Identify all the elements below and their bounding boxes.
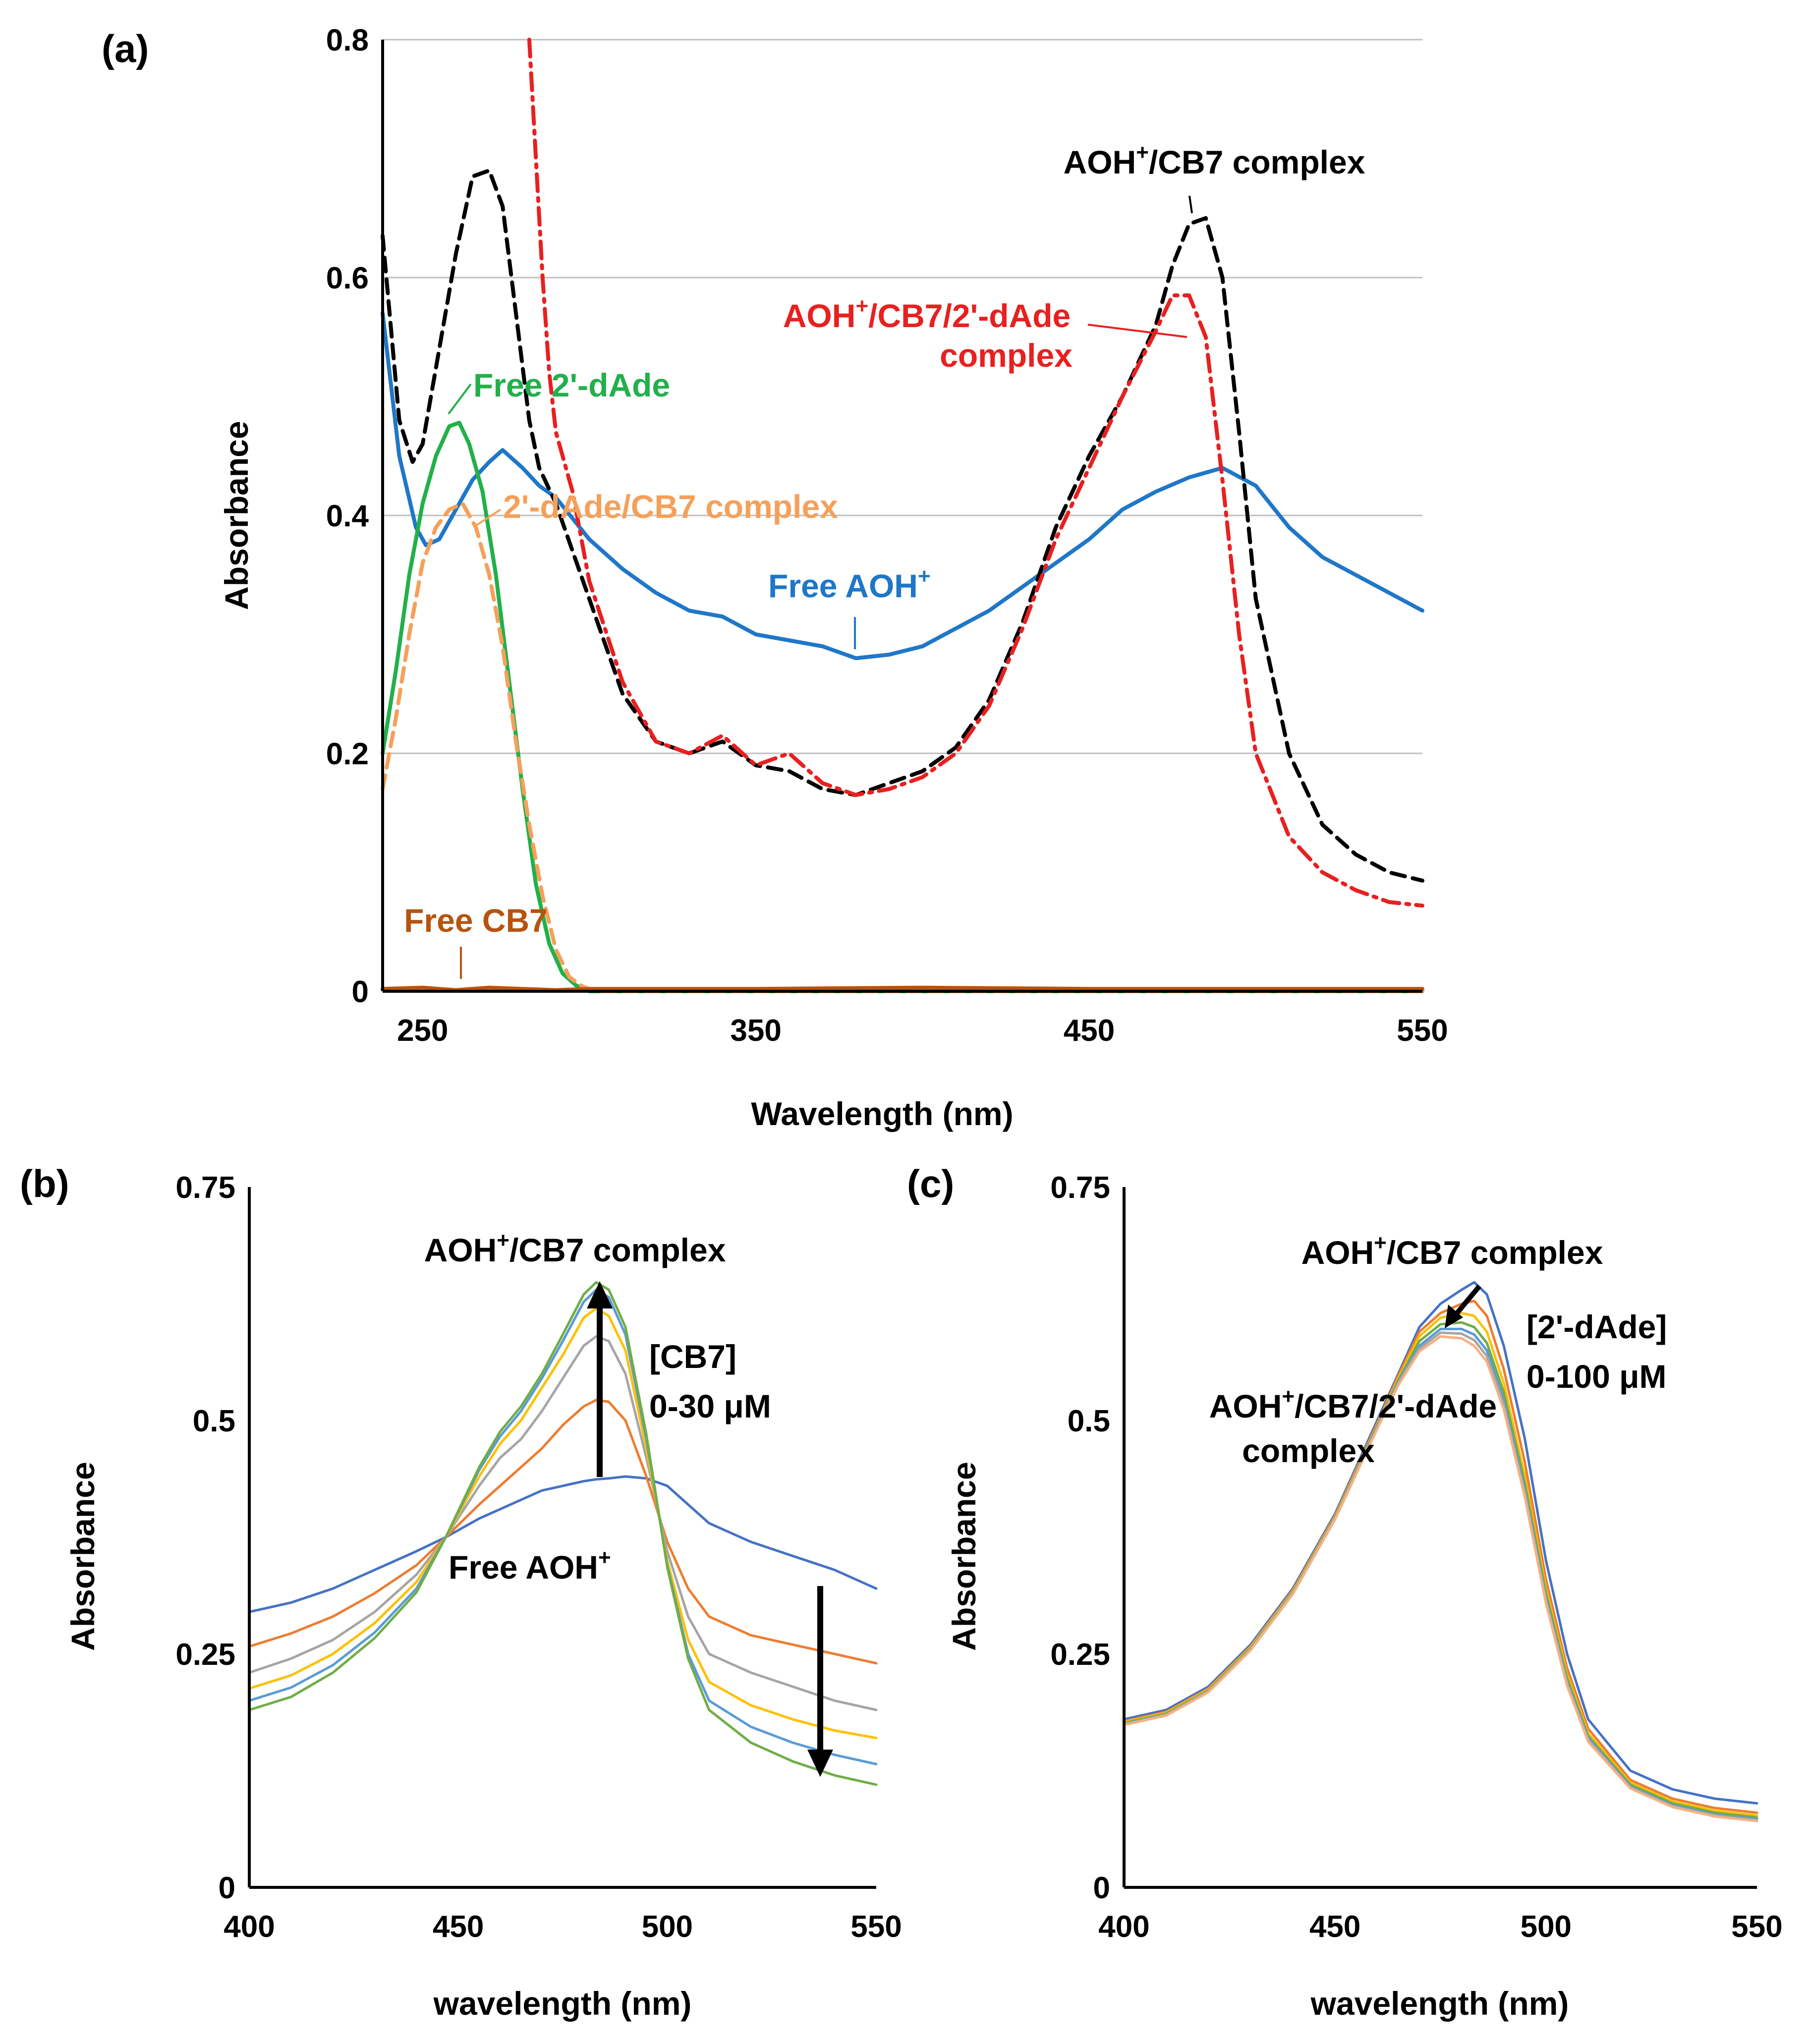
series-line-2 — [248, 1335, 878, 1711]
series-line-aoh-cb7-2-dade-complex — [527, 38, 1424, 908]
y-tick-label: 0.2 — [326, 737, 369, 771]
panel-c-series — [1123, 1281, 1758, 1822]
series-line-free-aoh- — [381, 311, 1424, 660]
label-c-aoh-cb7-complex: AOH+/CB7 complex — [1301, 1231, 1603, 1271]
series-line-free-cb7 — [381, 985, 1424, 992]
y-tick-label: 0.75 — [175, 1171, 235, 1205]
panel-c-y-axis-title: Absorbance — [946, 1462, 982, 1650]
arrow-down-cb7-head — [807, 1750, 833, 1777]
y-tick-label: 0.5 — [1068, 1404, 1110, 1438]
y-tick-label: 0 — [219, 1871, 235, 1905]
series-line-4 — [248, 1288, 878, 1765]
y-tick-label: 0.25 — [175, 1638, 235, 1672]
x-tick-label: 450 — [433, 1910, 484, 1944]
series-line-1 — [248, 1399, 878, 1665]
x-tick-label: 450 — [1064, 1014, 1115, 1048]
panel-b-y-tick-labels: 0 0.25 0.5 0.75 — [175, 1171, 235, 1905]
label-c-aoh-cb7-dade-complex-line2: complex — [1242, 1432, 1375, 1469]
arrow-c-decrease-head — [1445, 1305, 1463, 1328]
y-tick-label: 0.25 — [1050, 1638, 1110, 1672]
panel-c-y-tick-labels: 0 0.25 0.5 0.75 — [1050, 1171, 1110, 1905]
series-line-6 — [1123, 1335, 1758, 1822]
x-tick-label: 550 — [850, 1910, 902, 1944]
label-b-aoh-cb7-complex: AOH+/CB7 complex — [424, 1228, 726, 1268]
panel-b-x-tick-labels: 400 450 500 550 — [224, 1910, 902, 1944]
x-tick-label: 450 — [1309, 1910, 1360, 1944]
x-tick-label: 400 — [1098, 1910, 1149, 1944]
panel-a: (a) 0 0.2 0.4 0.6 0.8 250 350 450 550 Wavelengt… — [102, 23, 1448, 1132]
series-line-aoh-cb7-complex — [381, 169, 1424, 883]
panel-b: (b) 0 0.25 0.5 0.75 400 450 500 550 wavelength… — [20, 1162, 902, 2022]
label-b-cb7-range-line2: 0-30 μM — [649, 1388, 771, 1424]
series-line-3 — [248, 1307, 878, 1740]
x-tick-label: 500 — [1521, 1910, 1572, 1944]
panel-b-y-axis-title: Absorbance — [64, 1462, 101, 1650]
panel-a-y-tick-labels: 0 0.2 0.4 0.6 0.8 — [326, 23, 369, 1009]
label-b-free-aoh: Free AOH+ — [449, 1545, 611, 1586]
leader-dade-cb7 — [474, 509, 502, 527]
label-b-cb7-range: [CB7] — [649, 1338, 736, 1375]
x-tick-label: 550 — [1731, 1910, 1782, 1944]
leader-aoh-cb7-dade — [1087, 324, 1187, 338]
label-c-dade-range: [2'-dAde] — [1526, 1308, 1667, 1345]
panel-c: (c) 0 0.25 0.5 0.75 400 450 500 550 wavelength… — [907, 1162, 1783, 2022]
panel-a-x-tick-labels: 250 350 450 550 — [397, 1014, 1448, 1048]
series-line-5 — [248, 1281, 878, 1786]
y-tick-label: 0.75 — [1050, 1171, 1110, 1205]
y-tick-label: 0.8 — [326, 23, 369, 57]
leader-free-dade — [448, 383, 472, 415]
x-tick-label: 400 — [224, 1910, 275, 1944]
panel-b-tag: (b) — [20, 1162, 69, 1205]
y-tick-label: 0.5 — [193, 1404, 235, 1438]
label-dade-cb7-complex: 2'-dAde/CB7 complex — [503, 488, 838, 525]
x-tick-label: 500 — [642, 1910, 693, 1944]
arrow-up-cb7-head — [587, 1281, 613, 1308]
panel-a-tag: (a) — [102, 27, 149, 70]
y-tick-label: 0 — [352, 975, 369, 1009]
label-free-aoh: Free AOH+ — [768, 564, 931, 604]
label-aoh-cb7-dade-complex-line2: complex — [940, 337, 1072, 374]
label-c-dade-range-line2: 0-100 μM — [1526, 1358, 1667, 1395]
x-tick-label: 350 — [730, 1014, 781, 1048]
y-tick-label: 0.4 — [326, 499, 369, 533]
arrow-c-decrease — [1453, 1284, 1481, 1318]
y-tick-label: 0 — [1093, 1871, 1110, 1905]
panel-a-x-axis-title: Wavelength (nm) — [751, 1095, 1013, 1132]
label-c-aoh-cb7-dade-complex: AOH+/CB7/2'-dAde — [1209, 1384, 1497, 1424]
panel-c-x-axis-title: wavelength (nm) — [1310, 1985, 1569, 2022]
x-tick-label: 550 — [1397, 1014, 1448, 1048]
panel-a-y-axis-title: Absorbance — [218, 421, 255, 610]
y-tick-label: 0.6 — [326, 261, 369, 295]
label-free-cb7: Free CB7 — [404, 902, 548, 939]
label-aoh-cb7-complex: AOH+/CB7 complex — [1064, 140, 1365, 180]
panel-c-x-tick-labels: 400 450 500 550 — [1098, 1910, 1782, 1944]
panel-b-x-axis-title: wavelength (nm) — [433, 1985, 692, 2022]
label-free-dade: Free 2'-dAde — [473, 367, 670, 403]
label-aoh-cb7-dade-complex: AOH+/CB7/2'-dAde — [783, 294, 1071, 334]
series-line-0 — [248, 1475, 878, 1613]
panel-b-series — [248, 1281, 878, 1786]
leader-aoh-cb7 — [1188, 195, 1193, 214]
panel-c-tag: (c) — [907, 1162, 954, 1205]
x-tick-label: 250 — [397, 1014, 448, 1048]
